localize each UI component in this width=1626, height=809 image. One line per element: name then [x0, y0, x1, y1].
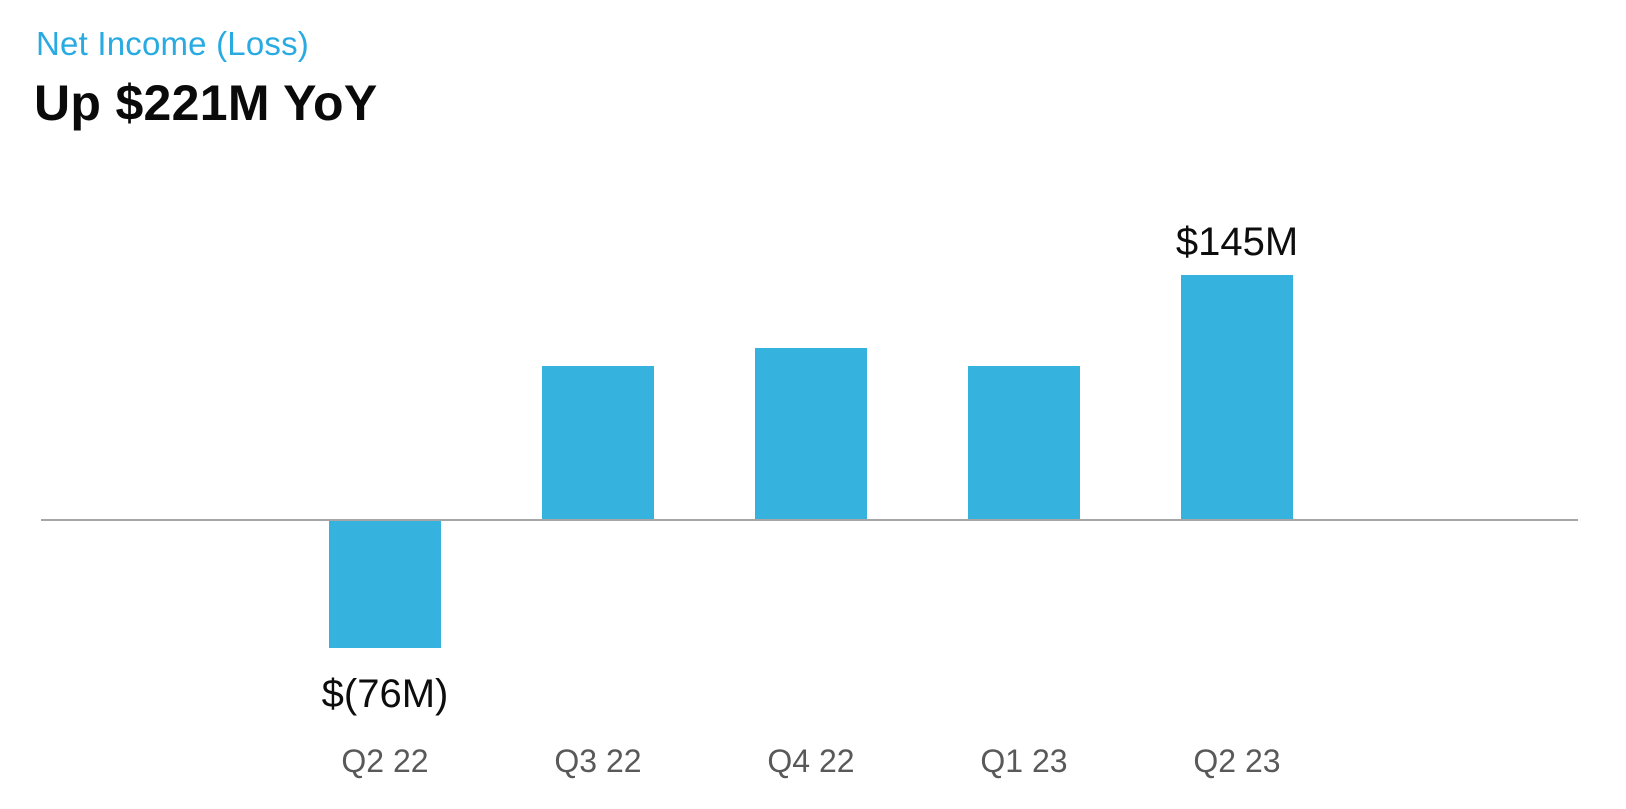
bar-q2-23 [1181, 275, 1293, 520]
x-axis-label-q1-23: Q1 23 [980, 743, 1068, 779]
x-axis-label-q2-22: Q2 22 [341, 743, 429, 779]
value-label-q2-22: $(76M) [321, 672, 449, 716]
x-axis-label-q3-22: Q3 22 [554, 743, 642, 779]
bar-q3-22 [542, 366, 654, 520]
bar-q2-22 [329, 520, 441, 648]
x-axis-line [41, 519, 1578, 521]
x-axis-label-q4-22: Q4 22 [767, 743, 855, 779]
chart-title: Net Income (Loss) [36, 25, 309, 62]
x-axis-label-q2-23: Q2 23 [1193, 743, 1281, 779]
chart-subtitle: Up $221M YoY [34, 75, 378, 131]
bar-q4-22 [755, 348, 867, 520]
bar-q1-23 [968, 366, 1080, 520]
value-label-q2-23: $145M [1175, 220, 1299, 264]
